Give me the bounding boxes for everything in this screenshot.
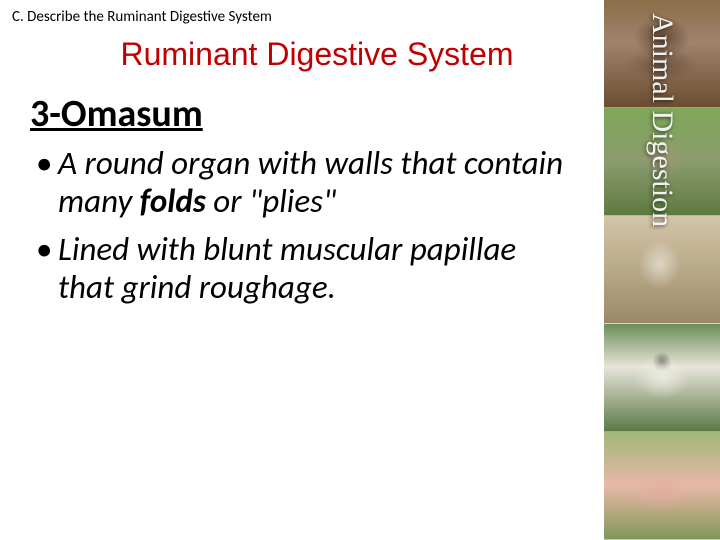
image-cow xyxy=(604,108,720,216)
image-horse xyxy=(604,0,720,108)
section-heading: 3-Omasum xyxy=(0,83,604,141)
slide-container: C. Describe the Ruminant Digestive Syste… xyxy=(0,0,720,540)
image-pig xyxy=(604,432,720,540)
bullet-2-pre: Lined with blunt muscular papillae that … xyxy=(58,229,516,307)
objective-text: C. Describe the Ruminant Digestive Syste… xyxy=(0,0,604,32)
bullet-2: Lined with blunt muscular papillae that … xyxy=(58,231,574,307)
bullet-1: A round organ with walls that contain ma… xyxy=(58,145,574,221)
sidebar-images: Animal Digestion xyxy=(604,0,720,540)
image-sheep xyxy=(604,324,720,432)
bullet-1-post: or "plies" xyxy=(206,181,336,221)
image-goat xyxy=(604,216,720,324)
bullet-1-bold: folds xyxy=(140,181,206,221)
body-text: A round organ with walls that contain ma… xyxy=(0,141,604,307)
content-area: C. Describe the Ruminant Digestive Syste… xyxy=(0,0,604,540)
slide-title: Ruminant Digestive System xyxy=(0,32,604,83)
